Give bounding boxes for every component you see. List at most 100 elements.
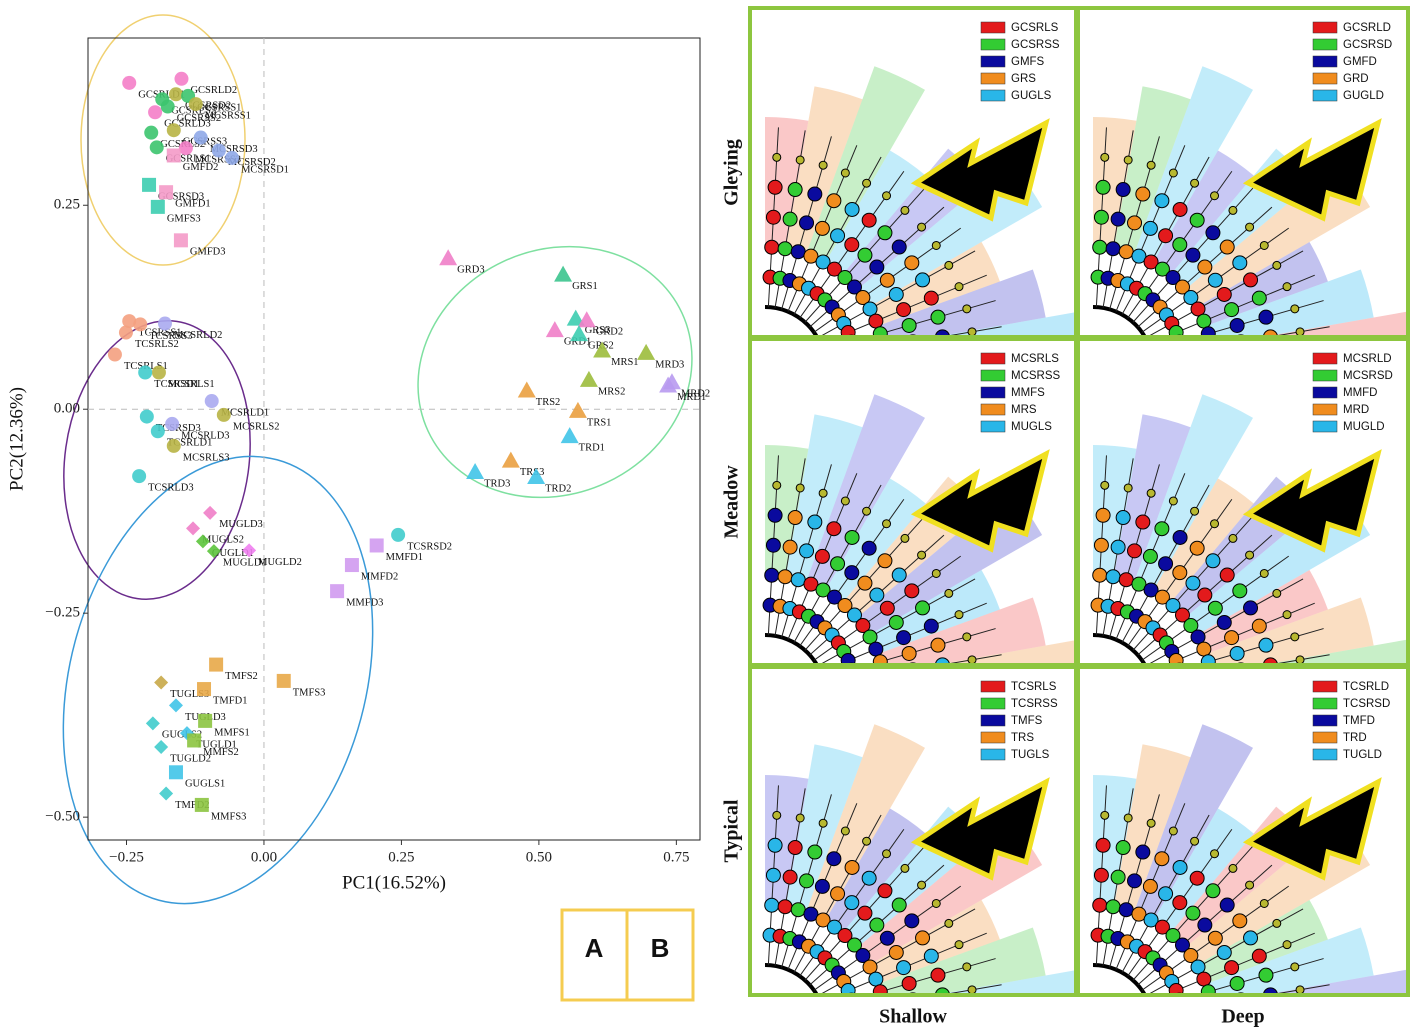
clade-node — [837, 598, 853, 614]
clade-node — [818, 818, 828, 828]
y-tick-label: −0.25 — [45, 605, 80, 621]
legend-swatch — [980, 72, 1006, 85]
clade-node — [1176, 1013, 1190, 1027]
legend-swatch — [980, 420, 1006, 433]
point — [216, 407, 231, 422]
clade-node — [877, 225, 893, 241]
point-label: GUGLD1 — [212, 548, 254, 559]
point — [225, 150, 240, 165]
clade-node — [1229, 645, 1245, 661]
clade-node — [1206, 353, 1220, 367]
clade-node — [782, 539, 798, 555]
point-label: MCSRLD1 — [221, 407, 269, 418]
clade-node — [888, 614, 904, 630]
clade-node — [1185, 905, 1201, 921]
clade-node — [1143, 254, 1159, 270]
point — [160, 99, 175, 114]
clade-node — [954, 610, 964, 620]
legend-swatch — [980, 386, 1006, 399]
clade-node — [1204, 340, 1218, 354]
clade-node — [896, 630, 912, 646]
clade-wedge — [1205, 597, 1374, 665]
x-tick-label: 0.75 — [663, 849, 689, 865]
clade-node — [790, 244, 806, 260]
clade-node — [1282, 610, 1292, 620]
clade-node — [1204, 998, 1218, 1012]
clade-node — [844, 859, 860, 875]
point — [194, 797, 209, 812]
clade-node — [855, 618, 871, 634]
point — [637, 343, 656, 360]
legend-label: MRD — [1343, 404, 1369, 416]
clade-node — [844, 237, 860, 253]
clade-node — [1115, 182, 1131, 198]
clade-node — [1172, 201, 1188, 217]
clade-node — [1183, 948, 1199, 964]
point-label: MRS1 — [611, 357, 638, 368]
clade-node — [1232, 583, 1248, 599]
point-label: MCSRSD2 — [228, 157, 276, 168]
clade-node — [1185, 575, 1201, 591]
clade-node — [1190, 959, 1206, 975]
clade-node — [1282, 282, 1292, 292]
legend-label: GCSRLS — [1011, 22, 1059, 34]
clade-node — [830, 228, 846, 244]
clade-node — [1207, 930, 1223, 946]
clade-node — [1131, 248, 1147, 264]
clade-node — [840, 325, 856, 337]
clade-node — [1258, 637, 1274, 653]
legend-label: MCSRSD — [1343, 370, 1393, 382]
clade-node — [868, 641, 884, 657]
clade-node — [855, 948, 871, 964]
clade-node — [878, 681, 892, 695]
clade-node — [764, 239, 780, 255]
clade-node — [1105, 569, 1121, 585]
column-label: Shallow — [879, 1006, 947, 1028]
clade-wedge — [1134, 66, 1253, 264]
clade-node — [1110, 869, 1126, 885]
clade-wedge — [877, 927, 1046, 995]
panel-label: A — [585, 933, 604, 963]
point — [197, 682, 212, 697]
point-label: TRD1 — [579, 443, 605, 454]
point — [659, 376, 678, 393]
point — [195, 534, 210, 549]
legend-label: MMFS — [1011, 387, 1045, 399]
clade-arc — [1092, 305, 1148, 337]
clade-node — [1127, 215, 1143, 231]
clade-node — [847, 1003, 861, 1017]
point — [193, 130, 208, 145]
clade-node — [1158, 556, 1174, 572]
clade-node — [1210, 849, 1220, 859]
point-label: GRS3 — [585, 325, 611, 336]
point — [198, 713, 213, 728]
clade-node — [1243, 272, 1259, 288]
clade-node — [807, 514, 823, 530]
point-label: GUGLS1 — [185, 779, 225, 790]
clade-node — [872, 326, 888, 337]
clade-node — [877, 553, 893, 569]
point — [145, 716, 160, 731]
clade-node — [1183, 618, 1199, 634]
point — [186, 521, 201, 536]
clade-node — [923, 618, 939, 634]
clade-node — [882, 191, 892, 201]
point-label: GMFS3 — [167, 213, 201, 224]
legend-swatch — [1312, 403, 1338, 416]
clade-node — [954, 940, 964, 950]
clade-node — [765, 209, 781, 225]
legend-swatch — [980, 38, 1006, 51]
clade-node — [868, 313, 884, 329]
panel-box[interactable] — [625, 908, 695, 1002]
clade-node — [1251, 618, 1267, 634]
clade-node — [962, 962, 972, 972]
clade-node — [795, 813, 805, 823]
clade-node — [830, 886, 846, 902]
legend-swatch — [980, 403, 1006, 416]
clade-node — [915, 600, 931, 616]
clade-node — [967, 655, 977, 665]
clade-node — [1236, 680, 1250, 694]
legend-label: GMFD — [1343, 56, 1377, 68]
clade-node — [1158, 886, 1174, 902]
